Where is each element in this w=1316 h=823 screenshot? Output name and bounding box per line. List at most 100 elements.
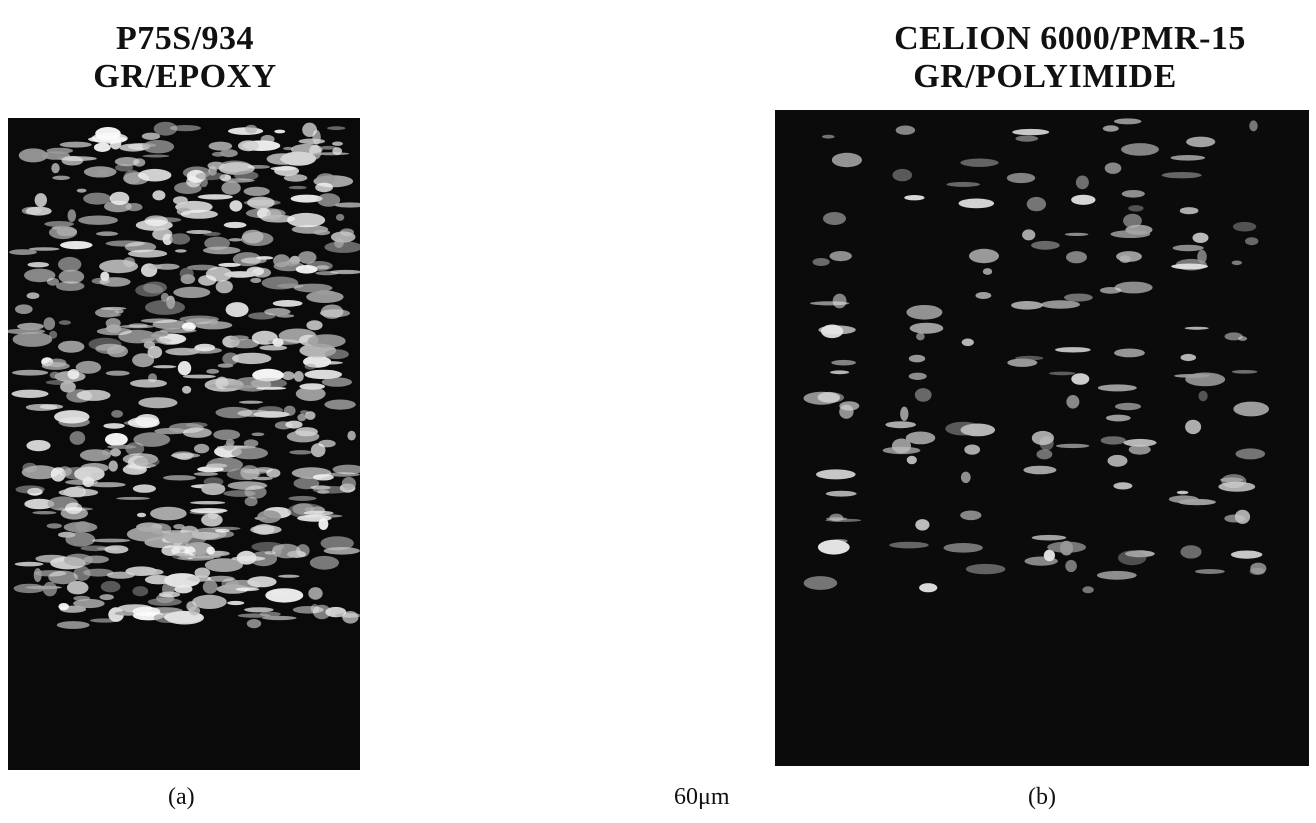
texture-spot bbox=[108, 460, 118, 472]
texture-spot bbox=[155, 263, 180, 270]
texture-spot bbox=[274, 129, 286, 134]
texture-spot bbox=[164, 532, 192, 544]
texture-spot bbox=[1082, 586, 1094, 594]
texture-spot bbox=[133, 456, 160, 467]
texture-spot bbox=[1102, 125, 1119, 132]
texture-spot bbox=[46, 523, 62, 529]
texture-spot bbox=[123, 257, 136, 268]
texture-spot bbox=[56, 621, 90, 629]
texture-spot bbox=[80, 463, 109, 473]
texture-spot bbox=[93, 142, 111, 152]
texture-spot bbox=[58, 603, 69, 611]
texture-spot bbox=[180, 209, 218, 219]
texture-spot bbox=[132, 586, 149, 597]
texture-spot bbox=[290, 194, 323, 203]
texture-spot bbox=[1197, 249, 1207, 264]
texture-spot bbox=[145, 299, 185, 315]
texture-spot bbox=[1075, 175, 1089, 190]
texture-spot bbox=[817, 391, 841, 403]
texture-spot bbox=[127, 417, 160, 429]
texture-spot bbox=[223, 221, 247, 229]
texture-spot bbox=[26, 440, 51, 452]
texture-spot bbox=[218, 262, 241, 267]
texture-spot bbox=[306, 361, 344, 365]
texture-spot bbox=[67, 209, 77, 222]
texture-spot bbox=[319, 145, 338, 150]
texture-spot bbox=[257, 510, 281, 524]
texture-spot bbox=[217, 363, 234, 368]
texture-spot bbox=[253, 476, 273, 481]
texture-spot bbox=[334, 202, 360, 208]
texture-spot bbox=[207, 575, 235, 582]
texture-spot bbox=[259, 611, 281, 617]
texture-spot bbox=[99, 594, 114, 601]
texture-spot bbox=[1071, 373, 1090, 385]
texture-spot bbox=[140, 318, 178, 323]
texture-spot bbox=[206, 546, 215, 555]
texture-spot bbox=[24, 498, 55, 510]
texture-spot bbox=[295, 386, 326, 401]
texture-spot bbox=[295, 265, 318, 274]
texture-spot bbox=[1006, 172, 1036, 184]
texture-spot bbox=[246, 619, 262, 629]
texture-spot bbox=[1231, 260, 1242, 266]
micrograph-a bbox=[8, 118, 360, 770]
texture-spot bbox=[195, 172, 226, 181]
texture-spot bbox=[292, 606, 324, 614]
texture-spot bbox=[1036, 449, 1053, 460]
texture-spot bbox=[313, 152, 350, 156]
texture-spot bbox=[63, 553, 93, 567]
texture-spot bbox=[67, 369, 80, 380]
texture-spot bbox=[1107, 454, 1128, 467]
texture-spot bbox=[1123, 438, 1157, 447]
texture-spot bbox=[190, 501, 226, 505]
texture-spot bbox=[106, 324, 122, 333]
texture-spot bbox=[240, 465, 260, 481]
texture-spot bbox=[172, 553, 191, 560]
texture-spot bbox=[183, 555, 222, 559]
texture-spot bbox=[960, 158, 999, 167]
texture-spot bbox=[225, 302, 249, 318]
texture-spot bbox=[26, 292, 40, 299]
texture-spot bbox=[900, 406, 909, 421]
micrograph-b bbox=[775, 110, 1309, 766]
texture-spot bbox=[148, 264, 162, 270]
texture-spot bbox=[317, 193, 341, 207]
texture-spot bbox=[822, 134, 835, 139]
texture-spot bbox=[58, 269, 85, 284]
texture-spot bbox=[1064, 232, 1089, 236]
texture-spot bbox=[1071, 194, 1096, 205]
texture-spot bbox=[1128, 205, 1144, 212]
texture-spot bbox=[232, 352, 272, 365]
texture-spot bbox=[238, 140, 259, 152]
texture-spot bbox=[227, 600, 245, 606]
texture-spot bbox=[194, 443, 210, 454]
texture-spot bbox=[105, 370, 130, 376]
texture-spot bbox=[247, 165, 270, 169]
texture-spot bbox=[1048, 371, 1076, 376]
texture-spot bbox=[299, 383, 326, 390]
texture-spot bbox=[259, 345, 288, 351]
texture-spot bbox=[960, 510, 982, 521]
panel-title: P75S/934 GR/EPOXY bbox=[40, 20, 330, 96]
texture-spot bbox=[1186, 136, 1216, 148]
texture-spot bbox=[280, 151, 317, 166]
texture-spot bbox=[251, 432, 265, 437]
texture-spot bbox=[261, 214, 296, 223]
texture-spot bbox=[324, 349, 349, 360]
texture-spot bbox=[303, 514, 343, 518]
texture-spot bbox=[1119, 255, 1131, 263]
texture-spot bbox=[25, 585, 62, 590]
texture-spot bbox=[25, 206, 52, 216]
texture-spot bbox=[56, 281, 85, 291]
texture-spot bbox=[204, 558, 243, 572]
panel-caption: (a) bbox=[168, 784, 195, 810]
texture-spot bbox=[194, 343, 216, 352]
texture-spot bbox=[287, 212, 326, 228]
texture-spot bbox=[203, 231, 221, 236]
texture-spot bbox=[891, 438, 912, 454]
texture-spot bbox=[15, 304, 33, 314]
texture-spot bbox=[17, 322, 44, 330]
texture-spot bbox=[189, 508, 228, 514]
texture-spot bbox=[49, 330, 58, 339]
